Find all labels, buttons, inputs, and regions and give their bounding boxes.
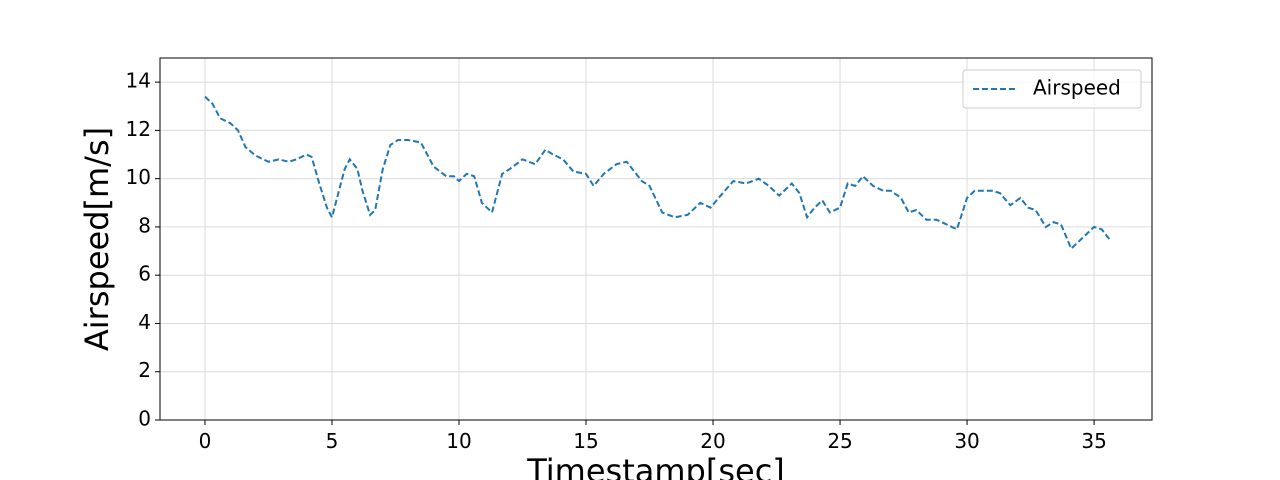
y-tick-label: 12 <box>126 117 151 141</box>
x-tick-label: 35 <box>1081 429 1106 453</box>
x-tick-label: 20 <box>700 429 725 453</box>
y-tick-label: 0 <box>138 407 151 431</box>
y-axis-label: Airspeed[m/s] <box>78 127 116 351</box>
x-tick-label: 0 <box>199 429 212 453</box>
y-tick-label: 14 <box>126 69 151 93</box>
y-tick-label: 4 <box>138 310 151 334</box>
y-tick-label: 10 <box>126 165 151 189</box>
legend-label: Airspeed <box>1033 76 1121 100</box>
x-tick-label: 15 <box>573 429 598 453</box>
x-tick-label: 25 <box>827 429 852 453</box>
legend-box <box>962 69 1142 109</box>
x-tick-label: 10 <box>446 429 471 453</box>
x-tick-label: 5 <box>326 429 339 453</box>
x-axis-label: Timestamp[sec] <box>526 452 785 480</box>
axes-frame <box>159 57 1153 421</box>
line <box>204 95 1111 251</box>
x-tick-label: 30 <box>954 429 979 453</box>
y-tick-label: 8 <box>138 213 151 237</box>
y-tick-label: 2 <box>138 358 151 382</box>
plot-area <box>204 95 1111 251</box>
grid <box>160 58 1152 421</box>
y-tick-label: 6 <box>138 262 151 286</box>
